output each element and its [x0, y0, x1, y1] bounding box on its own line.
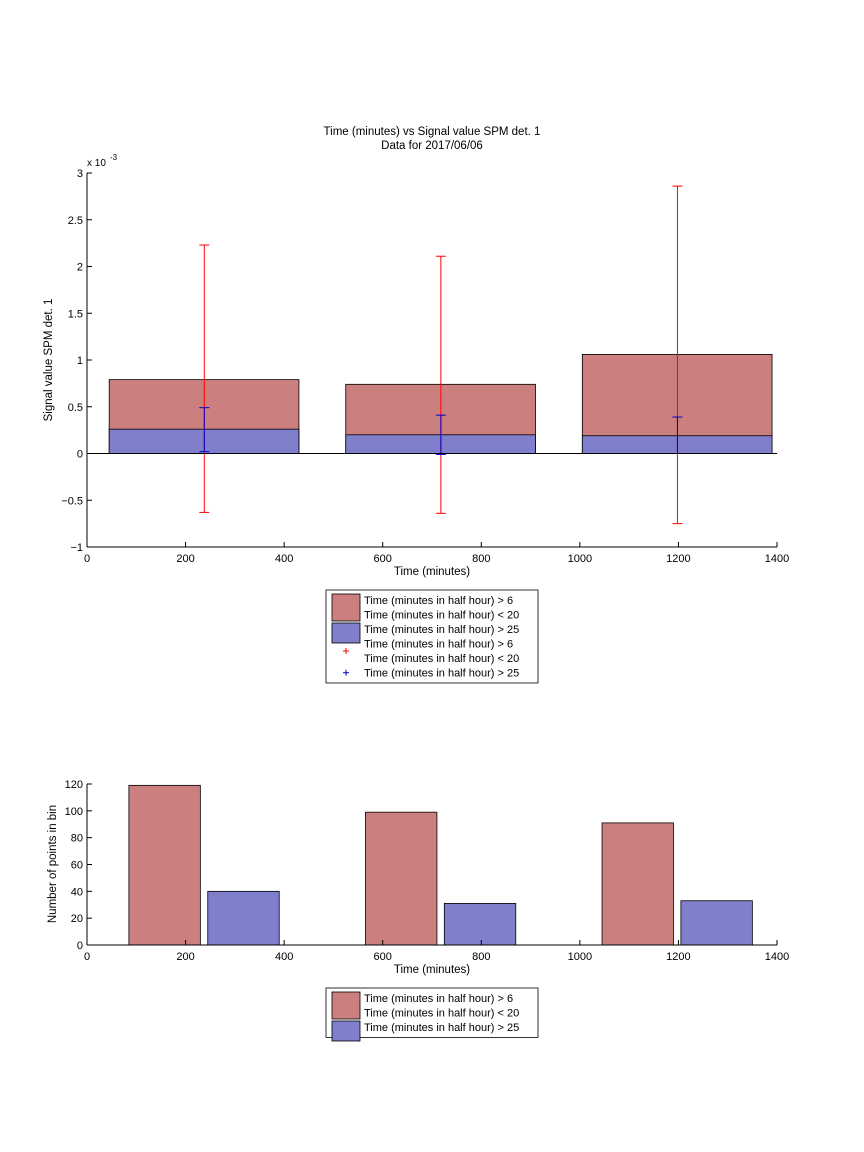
y-tick-label: 1.5	[68, 308, 83, 320]
legend-label: Time (minutes in half hour) > 6	[364, 639, 513, 651]
y-tick-label: 60	[71, 860, 83, 872]
y-tick-label: 0	[77, 940, 83, 952]
x-tick-label: 800	[472, 951, 490, 963]
legend-label: Time (minutes in half hour) > 25	[364, 668, 519, 680]
y-tick-label: 2.5	[68, 215, 83, 227]
legend-label: Time (minutes in half hour) < 20	[364, 653, 519, 665]
x-tick-label: 1400	[765, 951, 789, 963]
bar-group	[128, 784, 753, 946]
legend-swatch	[331, 593, 361, 622]
y-tick-label: 0.5	[68, 402, 83, 414]
x-tick-label: 1000	[568, 951, 592, 963]
y-tick-label: 100	[65, 806, 83, 818]
bar	[680, 900, 753, 946]
y-tick-label: −1	[70, 542, 83, 554]
legend-box	[325, 987, 539, 1038]
legend-swatch	[331, 991, 361, 1020]
x-tick-label: 1200	[666, 951, 690, 963]
x-tick-label: 0	[84, 553, 90, 565]
bar	[128, 784, 201, 946]
y-tick-label: 20	[71, 913, 83, 925]
x-tick-label: 600	[374, 553, 392, 565]
axes: 0 200 400 600 800 1000 1200 1400 0 20 40 60 80 100 120	[65, 779, 790, 963]
legend-label: Time (minutes in half hour) > 25	[364, 624, 519, 636]
y-exponent-base: x 10	[87, 158, 106, 169]
y-tick-label: −0.5	[61, 495, 83, 507]
legend-swatch	[331, 622, 361, 644]
legend-box	[325, 589, 539, 684]
chart-subtitle: Data for 2017/06/06	[381, 140, 483, 152]
y-axis-label: Number of points in bin	[47, 805, 59, 923]
legend-swatch	[331, 1020, 361, 1042]
x-tick-label: 1200	[666, 553, 690, 565]
count-chart: 0 200 400 600 800 1000 1200 1400 0 20 40 60 80 100 120…	[47, 779, 790, 1042]
legend-label: Time (minutes in half hour) < 20	[364, 610, 519, 622]
x-tick-label: 400	[275, 553, 293, 565]
y-tick-label: 120	[65, 779, 83, 791]
signal-chart: Time (minutes) vs Signal value SPM det. …	[43, 126, 789, 684]
y-tick-label: 40	[71, 886, 83, 898]
y-tick-label: 3	[77, 168, 83, 180]
x-tick-label: 200	[176, 553, 194, 565]
bar	[207, 890, 280, 946]
y-tick-label: 0	[77, 449, 83, 461]
legend-label: Time (minutes in half hour) > 6	[364, 595, 513, 607]
x-tick-label: 1400	[765, 553, 789, 565]
x-tick-label: 400	[275, 951, 293, 963]
legend: Time (minutes in half hour) > 6 Time (min…	[325, 987, 539, 1042]
legend-label: Time (minutes in half hour) < 20	[364, 1008, 519, 1020]
x-axis-label: Time (minutes)	[394, 566, 470, 578]
x-tick-label: 0	[84, 951, 90, 963]
legend-label: Time (minutes in half hour) > 25	[364, 1022, 519, 1034]
x-tick-label: 800	[472, 553, 490, 565]
y-exponent-power: -3	[110, 153, 118, 162]
bar	[443, 903, 517, 946]
legend: Time (minutes in half hour) > 6 Time (min…	[325, 589, 539, 684]
x-tick-label: 600	[374, 951, 392, 963]
y-tick-label: 80	[71, 833, 83, 845]
x-axis-label: Time (minutes)	[394, 964, 470, 976]
bar	[601, 822, 674, 946]
x-tick-label: 1000	[568, 553, 592, 565]
chart-title: Time (minutes) vs Signal value SPM det. …	[324, 126, 541, 138]
y-tick-label: 2	[77, 262, 83, 274]
axes: 0 200 400 600 800 1000 1200 1400 −1 −0.5 0 0.5 1 1.5 2…	[61, 168, 789, 565]
bar	[365, 811, 438, 946]
y-axis-label: Signal value SPM det. 1	[43, 299, 55, 422]
x-tick-label: 200	[176, 951, 194, 963]
legend-label: Time (minutes in half hour) > 6	[364, 993, 513, 1005]
y-tick-label: 1	[77, 355, 83, 367]
error-bar-group	[199, 185, 683, 525]
